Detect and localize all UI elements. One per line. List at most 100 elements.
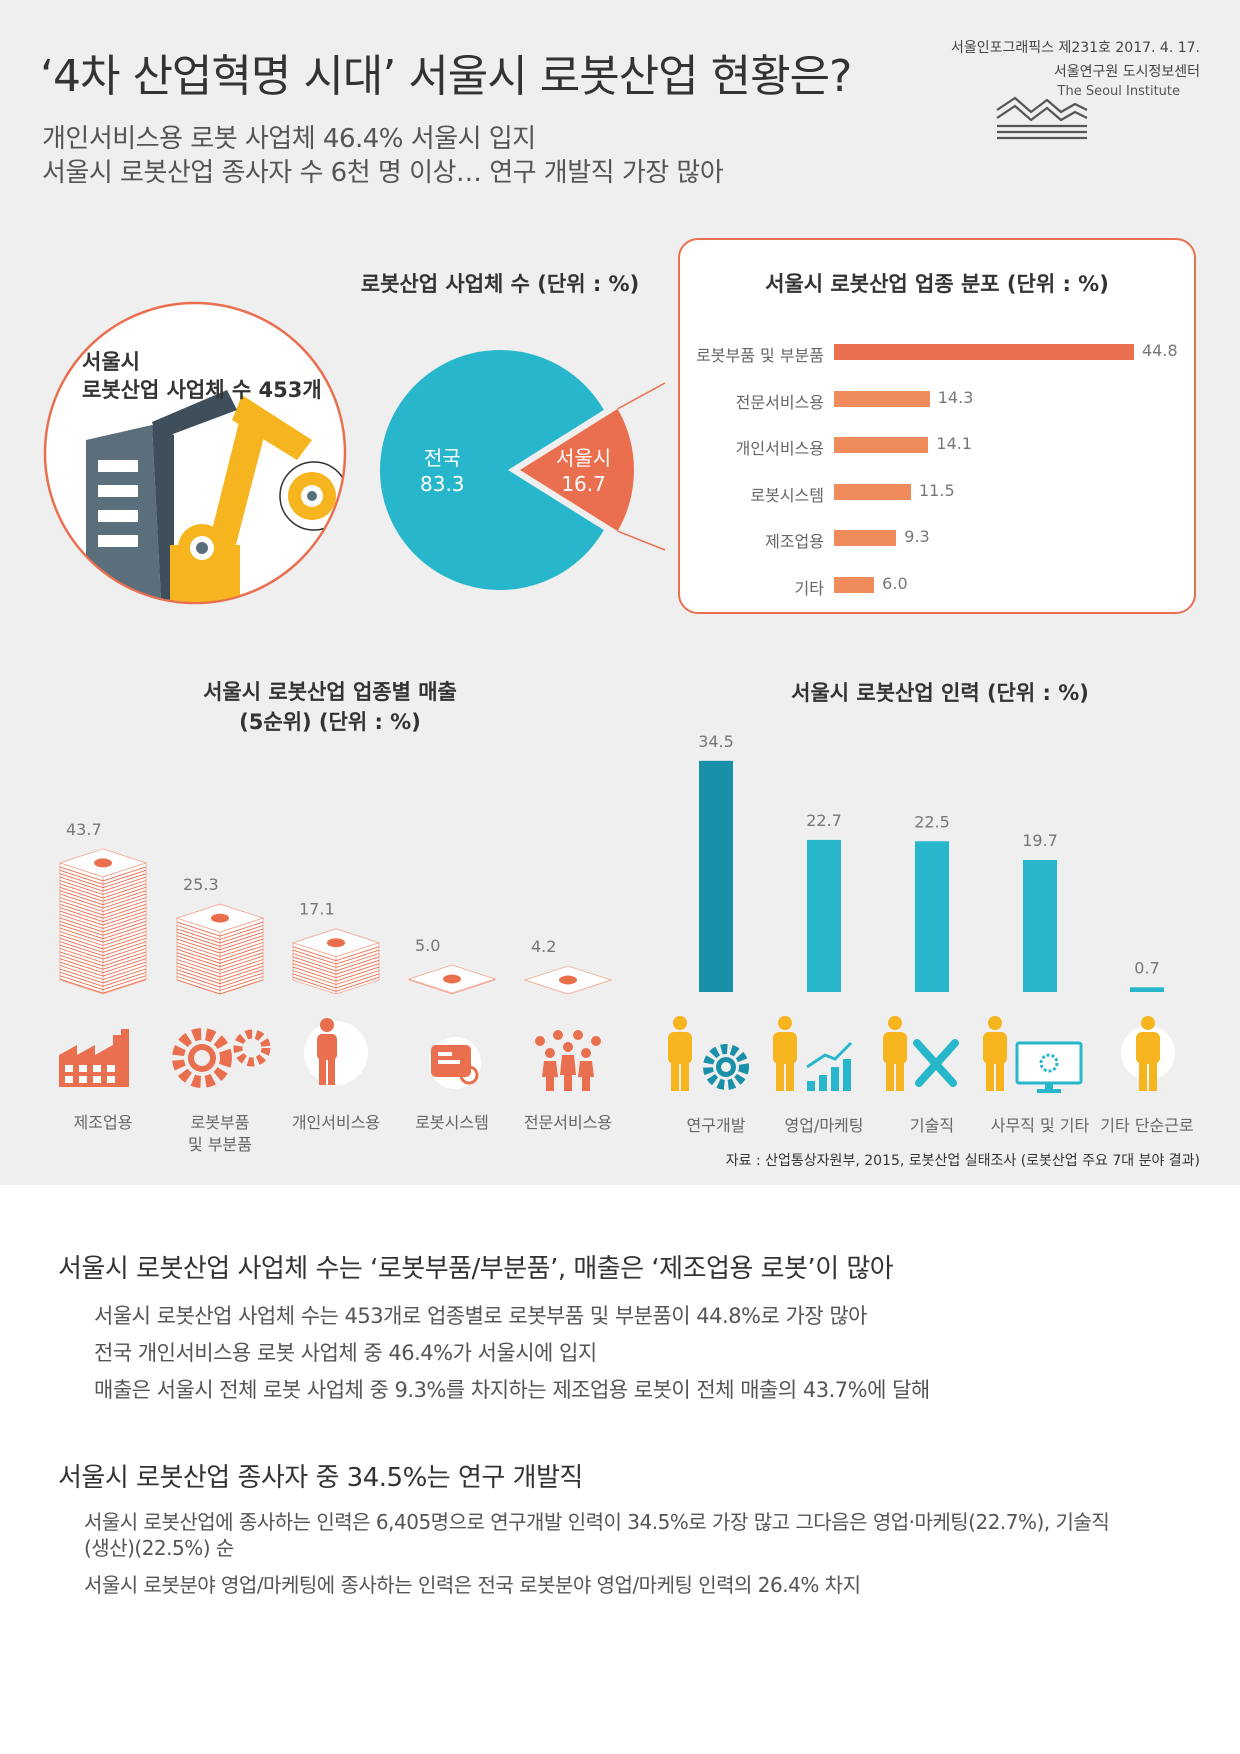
seoul-institute-logo [996, 96, 1088, 140]
revenue-value-label: 25.3 [183, 875, 219, 894]
revenue-stack [175, 903, 265, 995]
circle-label-line2: 로봇산업 사업체 수 453개 [82, 378, 322, 402]
hbar-bar [834, 483, 911, 500]
revenue-chart-title-2: (5순위) (단위 : %) [239, 710, 421, 734]
workforce-value-label: 0.7 [1134, 958, 1159, 977]
robot-arm-icon [86, 390, 344, 602]
pie-label-national-name: 전국 [423, 446, 461, 470]
technician-tools-icon [883, 1016, 959, 1091]
pie-chart [380, 350, 666, 590]
pie-connector-top [617, 382, 666, 410]
issue-info: 서울인포그래픽스 제231호 2017. 4. 17. [950, 40, 1200, 56]
hbar-chart: 로봇부품 및 부분품 44.8 전문서비스용 14.3 개인서비스용 14.1 로봇시스템 1… [678, 330, 1196, 600]
org-name: 서울연구원 도시정보센터 [1053, 64, 1200, 80]
summary-heading-2: 서울시 로봇산업 종사자 중 34.5%는 연구 개발직 [58, 1463, 583, 1493]
revenue-value-label: 4.2 [531, 937, 556, 956]
hbar-value-label: 11.5 [919, 480, 955, 500]
pie-label-seoul-name: 서울시 [556, 446, 612, 470]
hbar-bar [834, 344, 1134, 360]
group-people-icon [535, 1030, 601, 1091]
office-monitor-icon [983, 1016, 1083, 1093]
pie-slice-national [380, 350, 604, 590]
workforce-value-label: 34.5 [698, 732, 734, 751]
factory-icon [59, 1029, 129, 1087]
revenue-chart-title-1: 서울시 로봇산업 업종별 매출 [203, 680, 457, 704]
revenue-chart: 43.7 25.3 17.1 5.0 4.2 [58, 820, 613, 995]
hbar-bar [834, 390, 930, 407]
revenue-category-label: 개인서비스용 [291, 1113, 381, 1132]
workforce-category-labels: 연구개발 영업/마케팅 기술직 사무직 및 기타 기타 단순근로 [660, 1112, 1240, 1142]
summary-text-4b: (생산)(22.5%) 순 [84, 1536, 234, 1560]
hbar-value-label: 14.1 [936, 434, 973, 453]
revenue-value-label: 17.1 [299, 900, 335, 919]
revenue-value-label: 43.7 [66, 820, 102, 839]
publisher-block: 서울인포그래픽스 제231호 2017. 4. 17. 서울연구원 도시정보센터… [951, 38, 1200, 102]
summary-text-1: 서울시 로봇산업 사업체 수는 453개로 업종별로 로봇부품 및 부분품이 4… [94, 1304, 867, 1328]
workforce-value-label: 22.7 [806, 811, 842, 830]
pie-label-seoul-value: 16.7 [561, 472, 606, 496]
workforce-value-label: 19.7 [1022, 831, 1058, 850]
summary-text-2: 전국 개인서비스용 로봇 사업체 중 46.4%가 서울시에 입지 [94, 1341, 597, 1365]
workforce-category-label: 기술직 [909, 1116, 955, 1135]
hbar-value-label: 6.0 [882, 573, 908, 593]
revenue-category-label: 제조업용 [73, 1113, 133, 1132]
revenue-stack [523, 965, 613, 995]
hbar-category-label: 개인서비스용 [735, 439, 824, 458]
summary-text-4a: 서울시 로봇산업에 종사하는 인력은 6,405명으로 연구개발 인력이 34.… [84, 1510, 1110, 1534]
workforce-category-label: 영업/마케팅 [784, 1116, 864, 1135]
hbar-bar [834, 530, 897, 546]
worker-icon [1121, 1016, 1175, 1091]
pie-label-national-value: 83.3 [420, 472, 465, 496]
hbar-category-label: 전문서비스용 [735, 392, 824, 412]
summary-heading-1: 서울시 로봇산업 사업체 수는 ‘로봇부품/부분품’, 매출은 ‘제조업용 로봇… [58, 1254, 894, 1284]
revenue-stack [58, 848, 148, 995]
hbar-chart-title: 서울시 로봇산업 업종 분포 (단위 : %) [765, 272, 1109, 296]
workforce-bar [1130, 987, 1164, 992]
hbar-value-label: 9.3 [904, 527, 930, 546]
pie-chart-title: 로봇산업 사업체 수 (단위 : %) [360, 272, 640, 296]
hbar-value-label: 44.8 [1142, 341, 1178, 360]
pie-connector-bottom [617, 530, 666, 551]
hbar-bar [834, 576, 875, 593]
hbar-bar [834, 437, 929, 453]
summary-text-5: 서울시 로봇분야 영업/마케팅에 종사하는 인력은 전국 로봇분야 영업/마케팅… [84, 1573, 861, 1597]
pie-label-seoul: 서울시 16.7 [556, 445, 611, 497]
workforce-chart: 34.5 22.7 22.5 19.7 0.7 [698, 732, 1164, 992]
org-name-en: The Seoul Institute [1057, 84, 1180, 99]
revenue-category-label: 로봇부품 및 부분품 [188, 1113, 252, 1154]
circle-label-line1: 서울시 [82, 350, 140, 374]
gears-icon [172, 1028, 271, 1088]
person-icon [304, 1018, 368, 1085]
workforce-bar [807, 839, 841, 992]
revenue-category-label: 전문서비스용 [523, 1113, 613, 1132]
hbar-category-label: 제조업용 [765, 532, 824, 551]
workforce-category-label: 기타 단순근로 [1100, 1116, 1194, 1135]
pie-label-national: 전국 83.3 [420, 445, 465, 497]
industry-distribution-panel [678, 238, 1196, 614]
workforce-bar [699, 760, 733, 992]
revenue-category-labels: 제조업용 로봇부품 및 부분품 개인서비스용 로봇시스템 전문서비스용 [0, 1112, 640, 1162]
summary-text-3: 매출은 서울시 전체 로봇 사업체 중 9.3%를 차지하는 제조업용 로봇이 … [94, 1378, 930, 1402]
workforce-category-label: 사무직 및 기타 [990, 1116, 1090, 1135]
workforce-bar [915, 841, 949, 992]
hbar-category-label: 기타 [794, 578, 824, 598]
hbar-value-label: 14.3 [937, 387, 974, 407]
revenue-stack [291, 928, 381, 995]
workforce-chart-title: 서울시 로봇산업 인력 (단위 : %) [791, 681, 1089, 705]
researcher-gear-icon [668, 1016, 749, 1091]
sales-chart-icon [773, 1016, 853, 1091]
revenue-category-label: 로봇시스템 [415, 1113, 489, 1132]
pie-slice-seoul [520, 408, 634, 532]
robot-system-icon [429, 1037, 481, 1089]
revenue-chart-title: 서울시 로봇산업 업종별 매출 (5순위) (단위 : %) [150, 677, 510, 737]
subtitle-2: 서울시 로봇산업 종사자 수 6천 명 이상… 연구 개발직 가장 많아 [42, 158, 724, 188]
source-note: 자료 : 산업통상자원부, 2015, 로봇산업 실태조사 (로봇산업 주요 7… [725, 1153, 1200, 1169]
hbar-category-label: 로봇부품 및 부분품 [696, 346, 824, 365]
workforce-bar [1023, 860, 1057, 992]
circle-label: 서울시 로봇산업 사업체 수 453개 [82, 348, 322, 404]
revenue-stack [407, 964, 497, 995]
revenue-value-label: 5.0 [415, 936, 440, 955]
page-title: ‘4차 산업혁명 시대’ 서울시 로봇산업 현황은? [40, 51, 852, 102]
robot-circle [43, 301, 347, 605]
workforce-value-label: 22.5 [914, 812, 950, 831]
